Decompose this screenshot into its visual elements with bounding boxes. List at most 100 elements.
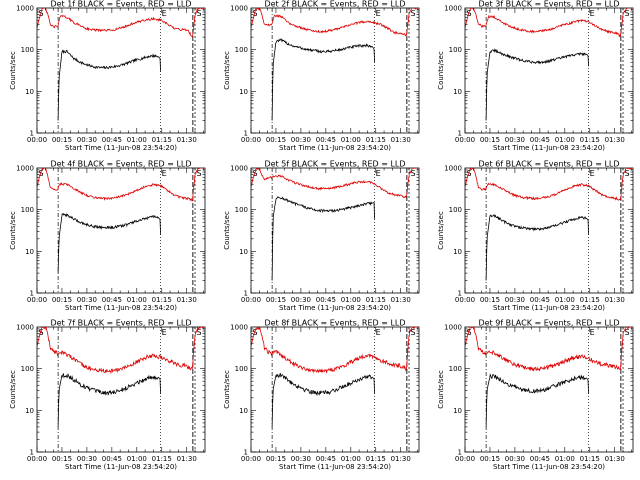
x-tick-label: 00:15: [52, 136, 72, 144]
x-tick-label: 00:15: [266, 296, 286, 304]
detector-panel-1: Det 1f BLACK = Events, RED = LLD 1 10 100 10…: [9, 0, 205, 152]
plot-frame: [465, 8, 633, 133]
x-tick-label: 00:00: [241, 136, 261, 144]
y-tick-label: 10: [239, 248, 248, 256]
plot-frame: [37, 168, 205, 293]
detector-panel-2: Det 2f BLACK = Events, RED = LLD11010010…: [223, 0, 419, 152]
x-tick-label: 00:45: [102, 296, 122, 304]
x-tick-label: 01:00: [555, 455, 575, 463]
y-tick-label: 100: [235, 46, 248, 54]
x-tick-label: 00:00: [27, 455, 47, 463]
x-tick-label: 00:15: [52, 296, 72, 304]
series-line-lld: [37, 326, 205, 373]
x-tick-label: 00:30: [291, 296, 311, 304]
x-tick-label: 01:15: [580, 296, 600, 304]
panel-title: Det 7f BLACK = Events, RED = LLD: [50, 319, 191, 328]
x-tick-label: 00:00: [27, 296, 47, 304]
detector-panel-9: Det 9f BLACK = Events, RED = LLD11010010…: [437, 319, 633, 472]
panel-title: Det 6f BLACK = Events, RED = LLD: [478, 160, 619, 169]
series-line-events: [58, 373, 160, 427]
x-tick-label: 00:00: [27, 136, 47, 144]
y-tick-label: 100: [449, 365, 462, 373]
x-tick-label: 00:45: [530, 296, 550, 304]
x-tick-label: 01:30: [177, 136, 197, 144]
x-tick-label: 00:30: [291, 455, 311, 463]
y-tick-label: 100: [449, 206, 462, 214]
x-tick-label: 00:45: [102, 136, 122, 144]
y-axis-label: Counts/sec: [9, 211, 17, 250]
x-tick-label: 00:45: [530, 455, 550, 463]
x-tick-label: 01:00: [555, 296, 575, 304]
x-tick-label: 00:45: [316, 296, 336, 304]
x-tick-label: 00:00: [241, 455, 261, 463]
x-tick-label: 00:15: [266, 455, 286, 463]
x-tick-label: 01:30: [605, 455, 625, 463]
x-tick-label: 01:30: [177, 455, 197, 463]
panel-title: Det 4f BLACK = Events, RED = LLD: [50, 160, 191, 169]
series-line-events: [272, 197, 374, 281]
x-tick-label: 01:00: [127, 455, 147, 463]
x-tick-label: 00:00: [455, 455, 475, 463]
x-tick-label: 00:45: [530, 136, 550, 144]
x-tick-label: 01:30: [605, 296, 625, 304]
y-tick-label: 1000: [230, 324, 248, 332]
y-tick-label: 10: [239, 88, 248, 96]
x-tick-label: 01:30: [391, 296, 411, 304]
y-tick-label: 1000: [444, 324, 462, 332]
x-axis-label: Start Time (11-Jun-08 23:54:20): [279, 144, 391, 152]
y-axis-label: Counts/sec: [223, 370, 231, 409]
x-tick-label: 00:15: [266, 136, 286, 144]
x-tick-label: 01:00: [341, 455, 361, 463]
plot-frame: [465, 327, 633, 452]
x-tick-label: 01:15: [152, 455, 172, 463]
x-axis-label: Start Time (11-Jun-08 23:54:20): [493, 304, 605, 312]
x-axis-label: Start Time (11-Jun-08 23:54:20): [279, 463, 391, 471]
y-tick-label: 1000: [16, 165, 34, 173]
y-axis-label: Counts/sec: [437, 211, 445, 250]
saa-marker-S: S: [39, 169, 44, 178]
x-tick-label: 01:30: [177, 296, 197, 304]
x-tick-label: 00:30: [505, 136, 525, 144]
x-tick-label: 00:15: [480, 296, 500, 304]
y-axis-label: Counts/sec: [437, 370, 445, 409]
x-axis-label: Start Time (11-Jun-08 23:54:20): [65, 144, 177, 152]
series-line-lld: [251, 326, 419, 373]
y-axis-label: Counts/sec: [9, 51, 17, 90]
y-tick-label: 10: [239, 407, 248, 415]
y-tick-label: 10: [25, 88, 34, 96]
y-tick-label: 1000: [16, 5, 34, 13]
x-tick-label: 00:30: [77, 455, 97, 463]
y-tick-label: 100: [235, 206, 248, 214]
y-tick-label: 10: [25, 248, 34, 256]
x-tick-label: 00:00: [455, 136, 475, 144]
detector-plot-grid: Det 1f BLACK = Events, RED = LLD11010010…: [0, 0, 640, 480]
x-tick-label: 01:15: [366, 136, 386, 144]
plot-frame: [37, 8, 205, 133]
x-axis-label: Start Time (11-Jun-08 23:54:20): [493, 144, 605, 152]
eclipse-marker-E: E: [590, 9, 595, 18]
eclipse-marker-E: E: [376, 9, 381, 18]
eclipse-marker-E: E: [376, 328, 381, 337]
plot-frame: [251, 327, 419, 452]
x-tick-label: 01:30: [605, 136, 625, 144]
x-axis-label: Start Time (11-Jun-08 23:54:20): [493, 463, 605, 471]
x-tick-label: 00:00: [455, 296, 475, 304]
eclipse-marker-E: E: [590, 169, 595, 178]
series-line-events: [272, 39, 374, 121]
x-axis-label: Start Time (11-Jun-08 23:54:20): [279, 304, 391, 312]
saa-marker-S: S: [411, 9, 416, 18]
y-axis-label: Counts/sec: [9, 370, 17, 409]
detector-panel-7: Det 7f BLACK = Events, RED = LLD11010010…: [9, 319, 205, 472]
y-tick-label: 100: [21, 365, 34, 373]
detector-panel-4: Det 4f BLACK = Events, RED = LLD 1 10 100 10…: [9, 160, 205, 313]
x-tick-label: 01:00: [341, 296, 361, 304]
x-tick-label: 00:45: [102, 455, 122, 463]
panel-title: Det 2f BLACK = Events, RED = LLD: [264, 0, 405, 9]
plot-frame: [37, 327, 205, 452]
panel-title: Det 8f BLACK = Events, RED = LLD: [264, 319, 405, 328]
x-tick-label: 01:15: [152, 136, 172, 144]
detector-panel-6: Det 6f BLACK = Events, RED = LLD 1 10 100 10…: [437, 160, 633, 313]
x-tick-label: 00:30: [77, 296, 97, 304]
y-axis-label: Counts/sec: [223, 51, 231, 90]
y-tick-label: 1000: [444, 165, 462, 173]
